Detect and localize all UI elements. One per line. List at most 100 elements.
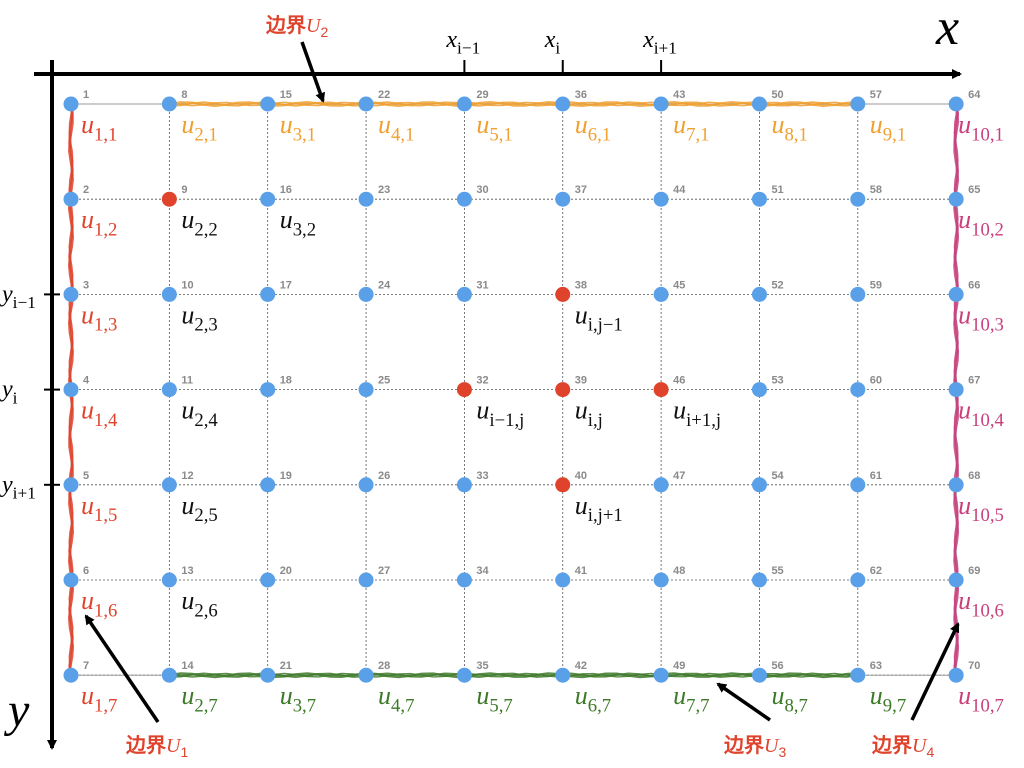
grid-node [260, 286, 276, 302]
boundary-right-label: u10,7 [958, 681, 1004, 716]
node-number: 9 [181, 184, 187, 196]
grid-node [260, 477, 276, 493]
node-number: 37 [575, 184, 587, 196]
node-number: 1 [83, 89, 89, 101]
y-axis-label: y [3, 684, 30, 737]
grid-node [161, 477, 177, 493]
node-number: 42 [575, 660, 587, 672]
boundary-bottom-label: u6,7 [575, 681, 611, 716]
grid-node [653, 477, 669, 493]
grid-node [751, 286, 767, 302]
node-number: 35 [476, 660, 488, 672]
grid-node [948, 382, 964, 398]
x-tick-label: xi+1 [642, 27, 677, 58]
grid-node [751, 572, 767, 588]
boundary-left-label: u1,3 [81, 300, 117, 335]
grid-node [456, 96, 472, 112]
node-number: 49 [673, 660, 685, 672]
grid-node [456, 286, 472, 302]
boundary-top-label: u9,1 [870, 110, 906, 145]
node-number: 48 [673, 565, 685, 577]
interior-node-label: ui,j−1 [575, 300, 623, 335]
boundary-bottom-label: u8,7 [771, 681, 807, 716]
grid-node-highlighted [161, 191, 177, 207]
grid-node [948, 286, 964, 302]
node-number: 39 [575, 375, 587, 387]
grid-node-highlighted [653, 382, 669, 398]
grid-node [358, 572, 374, 588]
node-number: 16 [280, 184, 292, 196]
node-number: 3 [83, 279, 89, 291]
grid-node [948, 667, 964, 683]
grid-node [751, 96, 767, 112]
callout-boundary-U1: 边界U1 [84, 614, 188, 760]
boundary-bottom-label: u7,7 [673, 681, 709, 716]
node-number: 5 [83, 470, 89, 482]
node-number: 18 [280, 375, 292, 387]
boundary-top-stroke [168, 100, 859, 108]
interior-node-label: u2,4 [181, 396, 218, 431]
boundary-top-label: u8,1 [771, 110, 807, 145]
node-number: 63 [870, 660, 882, 672]
node-number: 45 [673, 279, 685, 291]
grid-node [456, 477, 472, 493]
boundary-right-label: u10,1 [958, 110, 1004, 145]
node-number: 56 [771, 660, 783, 672]
node-number: 65 [968, 184, 980, 196]
boundary-bottom-label: u4,7 [378, 681, 414, 716]
boundary-right-label: u10,3 [958, 300, 1004, 335]
grid-node [358, 382, 374, 398]
grid-node [555, 572, 571, 588]
boundary-top-label: u3,1 [280, 110, 316, 145]
boundary-bottom-label: u9,7 [870, 681, 906, 716]
grid-node [161, 382, 177, 398]
node-number: 33 [476, 470, 488, 482]
grid-node [850, 667, 866, 683]
node-number: 30 [476, 184, 488, 196]
grid-node-highlighted [456, 382, 472, 398]
node-number: 10 [181, 279, 193, 291]
interior-node-label: ui,j+1 [575, 491, 623, 526]
node-number: 20 [280, 565, 292, 577]
grid-node [260, 191, 276, 207]
grid-node [161, 96, 177, 112]
grid-node [358, 191, 374, 207]
grid-lines [70, 103, 957, 676]
grid-node-highlighted [555, 382, 571, 398]
node-number: 25 [378, 375, 390, 387]
grid-node [653, 96, 669, 112]
boundary-right-label: u10,2 [958, 205, 1004, 240]
grid-node [850, 477, 866, 493]
grid-node [456, 572, 472, 588]
interior-node-label: u2,5 [181, 491, 217, 526]
boundary-right-label: u10,5 [958, 491, 1004, 526]
node-number: 22 [378, 89, 390, 101]
grid-node [63, 382, 79, 398]
node-number: 44 [673, 184, 686, 196]
grid-node [63, 572, 79, 588]
node-number: 12 [181, 470, 193, 482]
grid-node [948, 96, 964, 112]
node-number: 40 [575, 470, 587, 482]
grid-node [850, 382, 866, 398]
boundary-left-label: u1,1 [81, 110, 117, 145]
grid-node [63, 286, 79, 302]
grid-node [751, 477, 767, 493]
grid-node [850, 191, 866, 207]
grid-node [63, 191, 79, 207]
callout-boundary-U4: 边界U4 [871, 622, 960, 760]
node-number: 23 [378, 184, 390, 196]
node-number: 58 [870, 184, 882, 196]
node-number: 51 [771, 184, 783, 196]
svg-text:边界U1: 边界U1 [125, 734, 188, 760]
y-tick-label: yi [0, 377, 18, 408]
boundary-right-label: u10,6 [958, 586, 1004, 621]
grid-node [850, 286, 866, 302]
grid-node [653, 667, 669, 683]
grid-node [555, 667, 571, 683]
interior-node-label: ui+1,j [673, 396, 721, 431]
boundary-top-label: u6,1 [575, 110, 611, 145]
node-number: 47 [673, 470, 685, 482]
node-number: 14 [181, 660, 194, 672]
